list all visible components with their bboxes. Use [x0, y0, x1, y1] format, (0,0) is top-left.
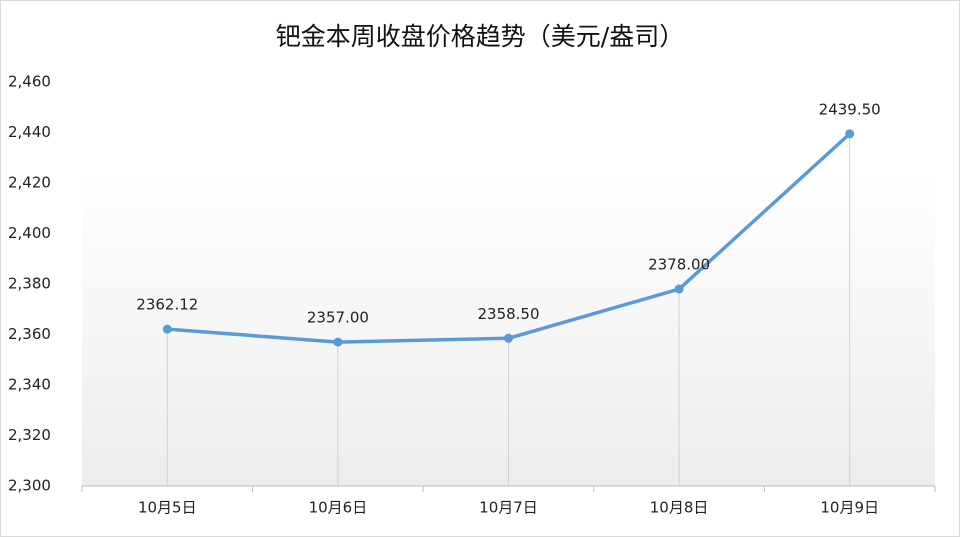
- y-tick-label: 2,460: [8, 73, 51, 91]
- x-tick-label: 10月9日: [820, 499, 879, 517]
- x-tick-label: 10月5日: [138, 499, 197, 517]
- x-tick-label: 10月6日: [309, 499, 368, 517]
- y-tick-label: 2,440: [8, 123, 51, 141]
- point: [162, 324, 172, 334]
- data-label: 2358.50: [477, 305, 539, 323]
- x-tick-label: 10月8日: [650, 499, 709, 517]
- data-label: 2378.00: [648, 256, 710, 274]
- y-tick-label: 2,300: [8, 477, 51, 495]
- point: [845, 129, 855, 139]
- y-tick-label: 2,400: [8, 224, 51, 242]
- point: [504, 333, 513, 343]
- x-tick-label: 10月7日: [479, 499, 538, 517]
- data-label: 2439.50: [819, 100, 881, 118]
- chart-title: 钯金本周收盘价格趋势（美元/盎司）: [276, 22, 684, 51]
- y-tick-label: 2,420: [8, 174, 51, 192]
- y-tick-label: 2,360: [8, 325, 51, 343]
- data-label: 2357.00: [307, 309, 369, 327]
- point: [333, 337, 343, 347]
- data-label: 2362.12: [136, 296, 198, 314]
- point: [674, 284, 684, 294]
- y-tick-label: 2,340: [8, 376, 51, 394]
- y-tick-label: 2,320: [8, 426, 51, 444]
- y-tick-label: 2,380: [8, 275, 51, 293]
